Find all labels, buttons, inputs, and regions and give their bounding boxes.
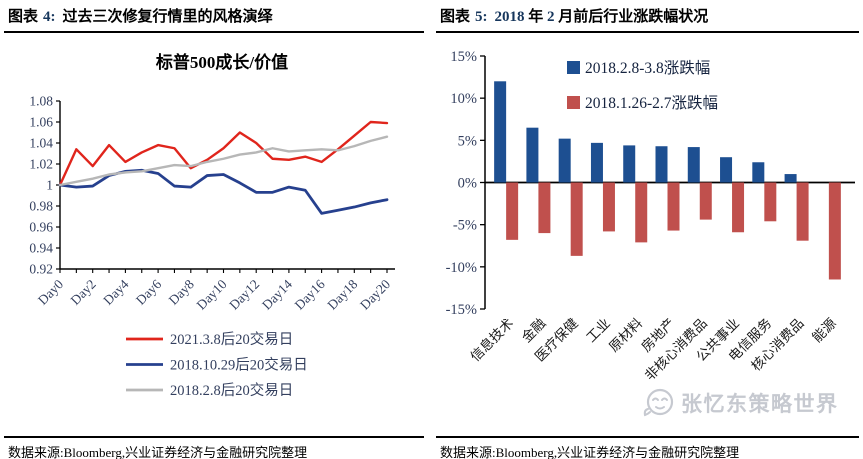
watermark-text: 张忆东策略世界 [681,393,839,416]
figure4-source-text: 数据来源:Bloomberg,兴业证券经济与金融研究院整理 [8,445,308,459]
y-tick-label: -10% [446,260,477,276]
bar-positive [752,162,765,183]
x-tick-label: Day10 [194,276,230,312]
x-tick-label: Day4 [100,276,131,307]
bar-positive [558,138,571,183]
y-tick-label: 1.04 [29,136,53,151]
legend-label: 2018.2.8后20交易日 [170,381,293,399]
bar-positive [590,142,603,183]
x-tick-label: Day14 [259,276,295,312]
x-tick-label: Day12 [226,277,262,313]
figure4-title-text: 过去三次修复行情里的风格演绎 [63,9,273,25]
x-tick-label: Day2 [68,277,99,308]
bar-negative [635,182,648,243]
x-category-label: 信息技术 [467,315,516,364]
figure4-number: 4: [43,9,56,25]
title-number-segment: 2018 [494,9,525,25]
figure4-label: 图表 [8,9,39,25]
bar-negative [764,182,777,222]
bar-negative [667,182,680,231]
chart-title: 标普500成长/价值 [156,52,288,72]
x-tick-label: Day6 [133,276,164,307]
bar-negative [796,182,809,241]
bar-positive [655,146,668,183]
figure5-panel: 图表 5: 2018 年 2 月前后行业涨跌幅状况 15% 10% 5% 0% -5% -10… [436,4,859,459]
figure4-source-row: 数据来源:Bloomberg,兴业证券经济与金融研究院整理 [4,436,424,459]
legend-label: 2018.1.26-2.7涨跌幅 [585,94,718,112]
bar-positive [784,174,797,183]
series-line-2 [58,168,389,215]
bar-positive [623,145,636,183]
bar-positive [720,157,733,183]
y-tick-label: 10% [450,91,477,107]
y-tick-label: 1.02 [29,157,53,172]
y-tick-label: 0.96 [29,220,53,235]
figure5-source-row: 数据来源:Bloomberg,兴业证券经济与金融研究院整理 [436,436,859,459]
x-tick-label: Day16 [292,276,328,312]
bar-negative [699,182,712,220]
smiley-face-icon [643,388,674,417]
x-category-label: 原材料 [606,315,646,355]
legend-label: 2021.3.8后20交易日 [170,330,293,348]
legend-swatch-square [567,96,580,109]
y-tick-label: 0.94 [29,241,53,256]
x-tick-label: Day20 [357,276,393,312]
figure5-title-text: 2018 年 2 月前后行业涨跌幅状况 [495,9,709,25]
y-tick-label: 1.06 [29,115,53,130]
legend-label: 2018.2.8-3.8涨跌幅 [585,59,710,77]
figure5-number: 5: [475,9,488,25]
y-tick-label: -15% [446,302,477,318]
y-tick-label: 0% [458,176,477,192]
figure5-label: 图表 [440,9,471,25]
x-tick-label: Day8 [166,276,197,307]
bar-positive [687,147,700,183]
legend-swatch-square [567,61,580,74]
figure4-panel: 图表 4: 过去三次修复行情里的风格演绎 标普500成长/价值 0.92 0.94 0.9… [4,4,424,459]
bar-negative [570,182,583,256]
y-tick-label: 5% [458,133,477,149]
title-number-segment: 2 [547,9,555,25]
x-tick-label: Day18 [324,276,360,312]
bar-negative [732,182,745,233]
line-chart-sp500-growth-vs-value: 标普500成长/价值 0.92 0.94 0.96 0.98 1 1.02 1.04 1.06 1… [29,52,395,399]
series-line-1 [58,120,389,187]
bar-negative [828,182,841,280]
bar-positive [494,81,507,183]
title-text-segment: 年 [524,9,548,25]
figure5-source-text: 数据来源:Bloomberg,兴业证券经济与金融研究院整理 [440,445,740,459]
figure4-caption: 图表 4: 过去三次修复行情里的风格演绎 [4,4,424,33]
series-line-3 [58,135,389,187]
x-category-label: 能源 [809,315,839,345]
legend-label: 2018.10.29后20交易日 [170,356,308,374]
y-tick-label: 0.92 [29,262,53,277]
x-tick-label: Day0 [35,276,66,307]
figure5-caption: 图表 5: 2018 年 2 月前后行业涨跌幅状况 [436,4,859,33]
watermark: 张忆东策略世界 [640,387,839,419]
title-text-segment: 月前后行业涨跌幅状况 [554,9,709,25]
y-tick-label: 1 [46,178,53,193]
y-tick-label: -5% [453,218,477,234]
y-tick-label: 0.98 [29,199,53,214]
y-tick-label: 15% [450,49,477,65]
bar-negative [538,182,551,234]
bar-negative [602,182,615,232]
bar-positive [526,127,539,183]
y-tick-label: 1.08 [29,94,53,109]
title-text-segment: 过去三次修复行情里的风格演绎 [62,9,273,25]
bar-negative [506,182,519,240]
